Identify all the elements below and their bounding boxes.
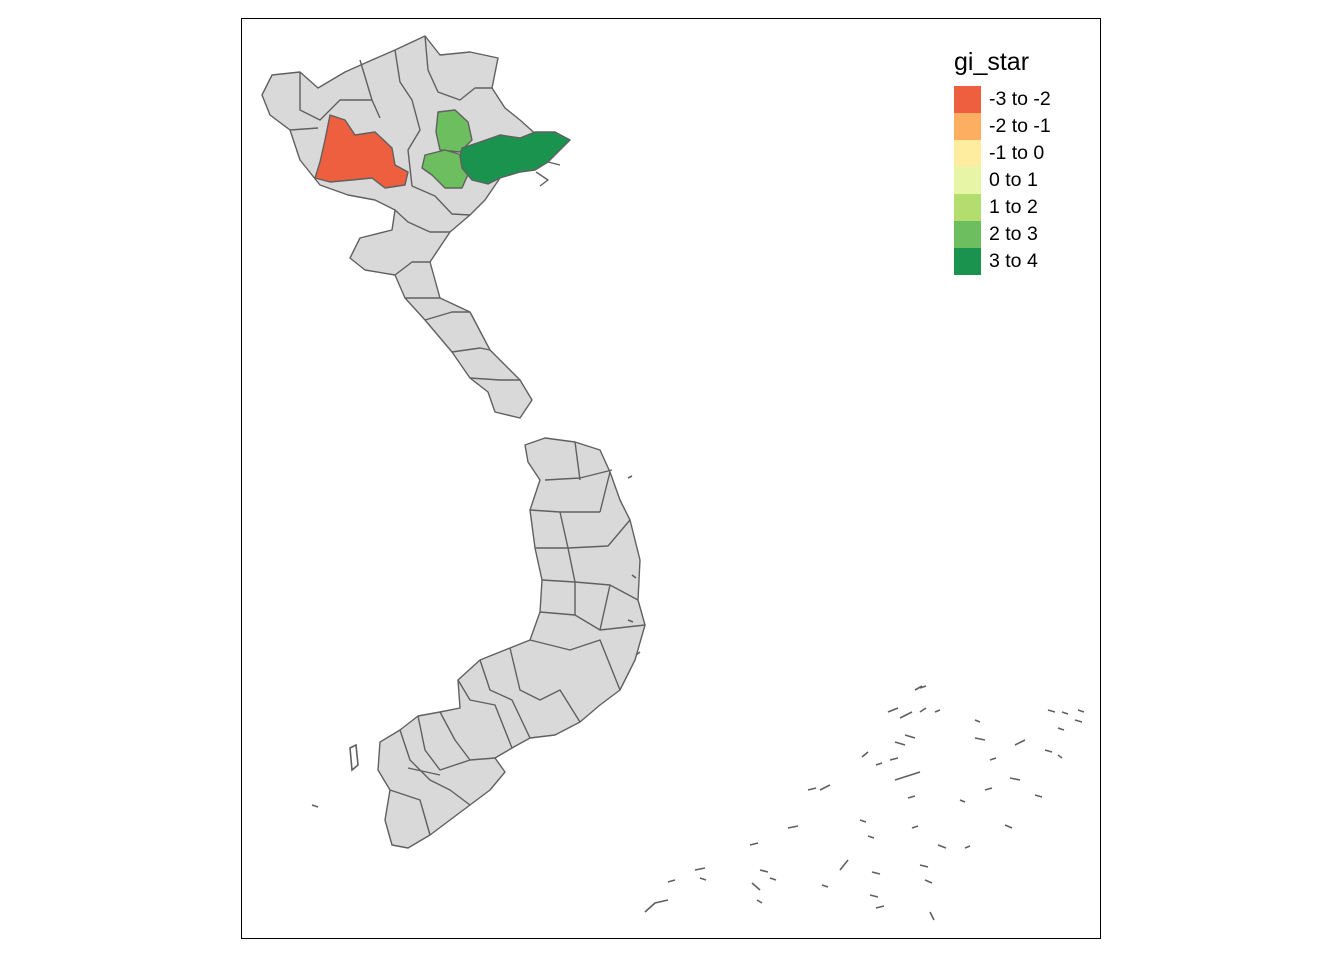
legend-swatch (954, 248, 981, 275)
legend-swatch (954, 140, 981, 167)
islands-group (311, 475, 1085, 921)
legend-swatch (954, 221, 981, 248)
legend: gi_star -3 to -2 -2 to -1 -1 to 0 0 to 1 1 t… (954, 48, 1051, 275)
legend-label: 1 to 2 (989, 196, 1038, 218)
region-dark-border (535, 161, 561, 187)
legend-item: 1 to 2 (954, 194, 1051, 221)
legend-item: -2 to -1 (954, 113, 1051, 140)
legend-title: gi_star (954, 48, 1030, 76)
region-north (261, 35, 541, 419)
legend-item: 2 to 3 (954, 221, 1051, 248)
region-boundary-south (389, 441, 646, 836)
legend-label: -3 to -2 (989, 88, 1051, 110)
region-boundary (289, 35, 520, 381)
legend-label: -1 to 0 (989, 142, 1045, 164)
legend-items: -3 to -2 -2 to -1 -1 to 0 0 to 1 1 to 2 2 to … (954, 86, 1051, 275)
legend-item: -3 to -2 (954, 86, 1051, 113)
legend-label: -2 to -1 (989, 115, 1051, 137)
legend-item: 3 to 4 (954, 248, 1051, 275)
legend-label: 3 to 4 (989, 250, 1038, 272)
legend-item: 0 to 1 (954, 167, 1051, 194)
legend-label: 0 to 1 (989, 169, 1038, 191)
region-son-la (314, 114, 409, 189)
legend-swatch (954, 113, 981, 140)
legend-swatch (954, 86, 981, 113)
legend-item: -1 to 0 (954, 140, 1051, 167)
legend-label: 2 to 3 (989, 223, 1038, 245)
region-green-2 (421, 149, 471, 189)
region-south (377, 437, 646, 849)
legend-swatch (954, 194, 981, 221)
legend-swatch (954, 167, 981, 194)
